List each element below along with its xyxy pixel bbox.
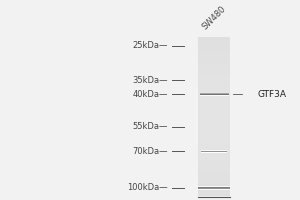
Text: SW480: SW480 [201,4,228,31]
Text: 55kDa—: 55kDa— [132,122,167,131]
Text: 35kDa—: 35kDa— [132,76,167,85]
Text: 100kDa—: 100kDa— [127,183,167,192]
Bar [198,37,230,196]
Text: 70kDa—: 70kDa— [132,147,167,156]
Text: 25kDa—: 25kDa— [132,41,167,50]
Text: GTF3A: GTF3A [258,90,287,99]
Text: 40kDa—: 40kDa— [132,90,167,99]
